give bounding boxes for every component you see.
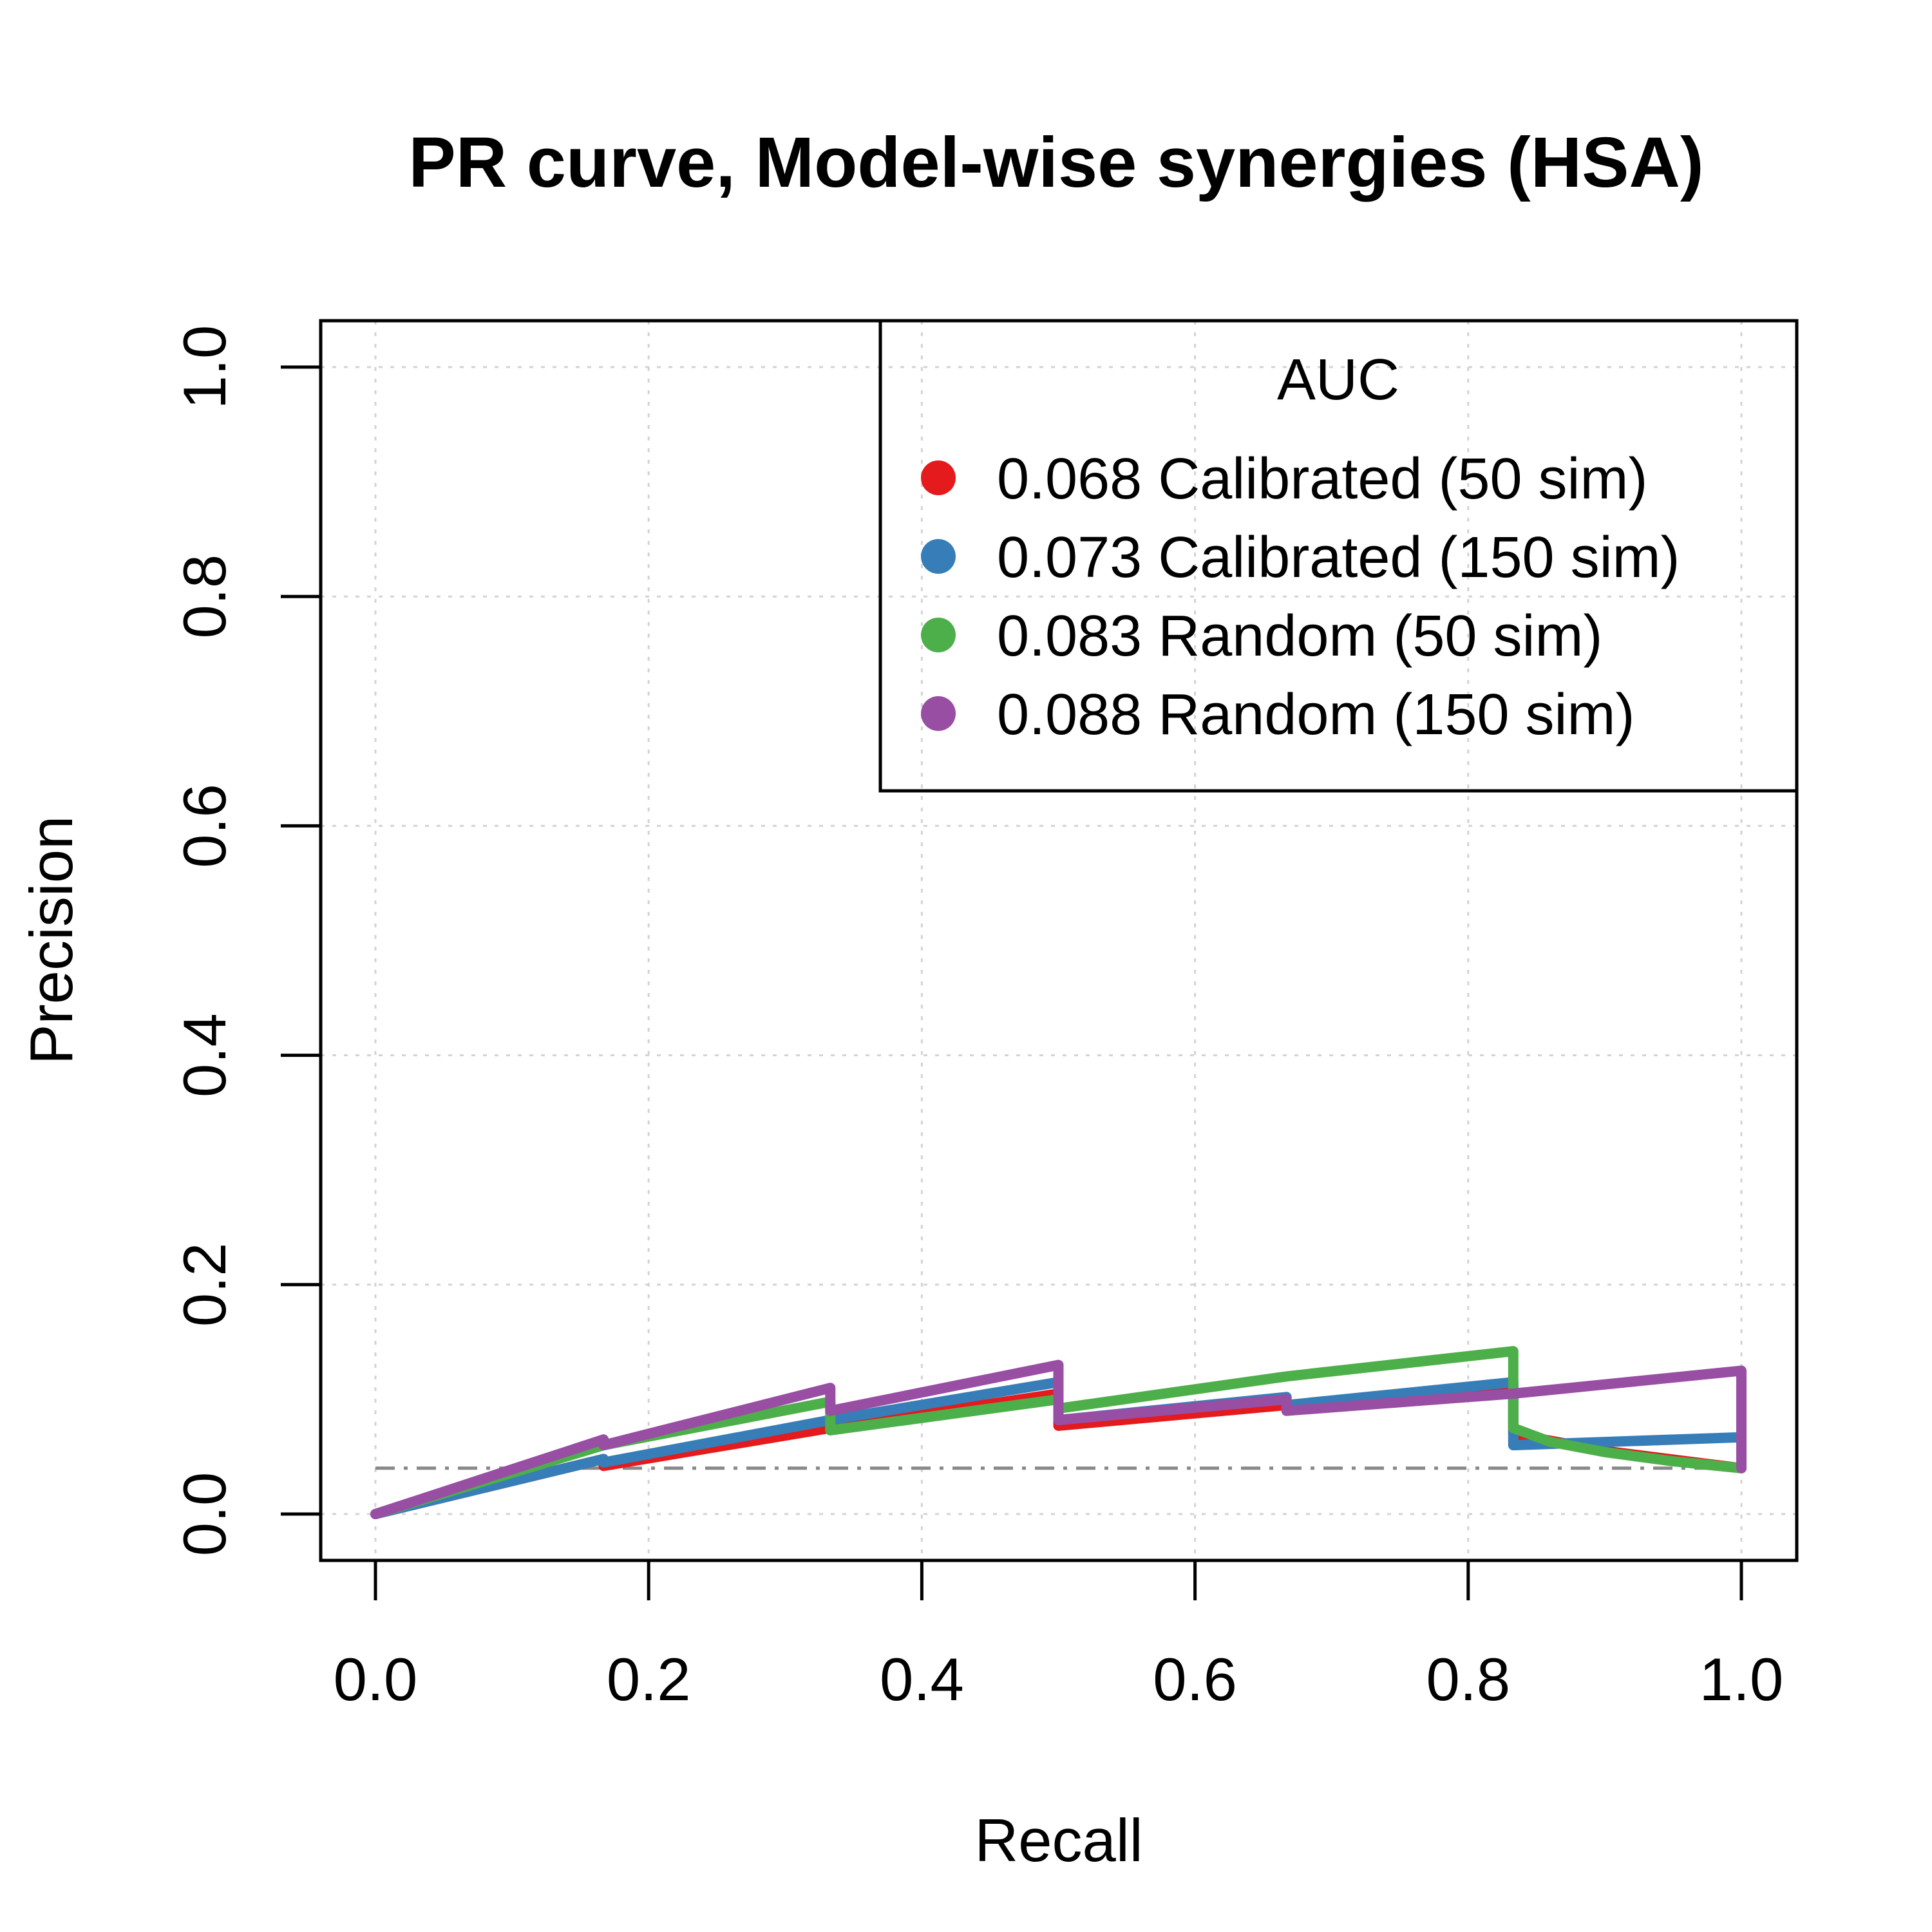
y-tick-label-1: 0.2 [171,1242,238,1327]
y-axis-label: Precision [17,816,85,1065]
y-tick-label-4: 0.8 [171,554,238,639]
x-tick-label-3: 0.6 [1153,1645,1237,1713]
legend-marker-1 [921,539,956,574]
y-tick-label-5: 1.0 [171,325,238,410]
chart-title: PR curve, Model-wise synergies (HSA) [408,123,1703,202]
x-axis: 0.0 0.2 0.4 0.6 0.8 1.0 [334,1558,1784,1713]
x-axis-label: Recall [974,1806,1142,1874]
legend-label-0: 0.068 Calibrated (50 sim) [997,447,1647,511]
x-tick-label-1: 0.2 [607,1645,691,1713]
grid [321,321,1797,1560]
series-lines [370,1346,1747,1519]
y-tick-label-0: 0.0 [171,1472,238,1557]
y-tick-label-2: 0.4 [171,1013,238,1097]
legend: AUC 0.068 Calibrated (50 sim) 0.073 Calib… [878,319,1799,793]
legend-label-3: 0.088 Random (150 sim) [997,683,1634,747]
y-axis: 0.0 0.2 0.4 0.6 0.8 1.0 [171,325,323,1557]
x-tick-label-2: 0.4 [880,1645,964,1713]
y-tick-label-3: 0.6 [171,784,238,868]
series-line-3 [370,1359,1747,1519]
legend-label-2: 0.083 Random (50 sim) [997,604,1602,668]
legend-marker-2 [921,618,956,652]
legend-title: AUC [1277,348,1399,412]
legend-box [878,319,1799,793]
x-tick-label-5: 1.0 [1700,1645,1784,1713]
legend-marker-0 [921,460,956,495]
legend-label-1: 0.073 Calibrated (150 sim) [997,526,1680,590]
legend-marker-3 [921,696,956,731]
x-tick-label-0: 0.0 [334,1645,418,1713]
x-tick-label-4: 0.8 [1426,1645,1510,1713]
